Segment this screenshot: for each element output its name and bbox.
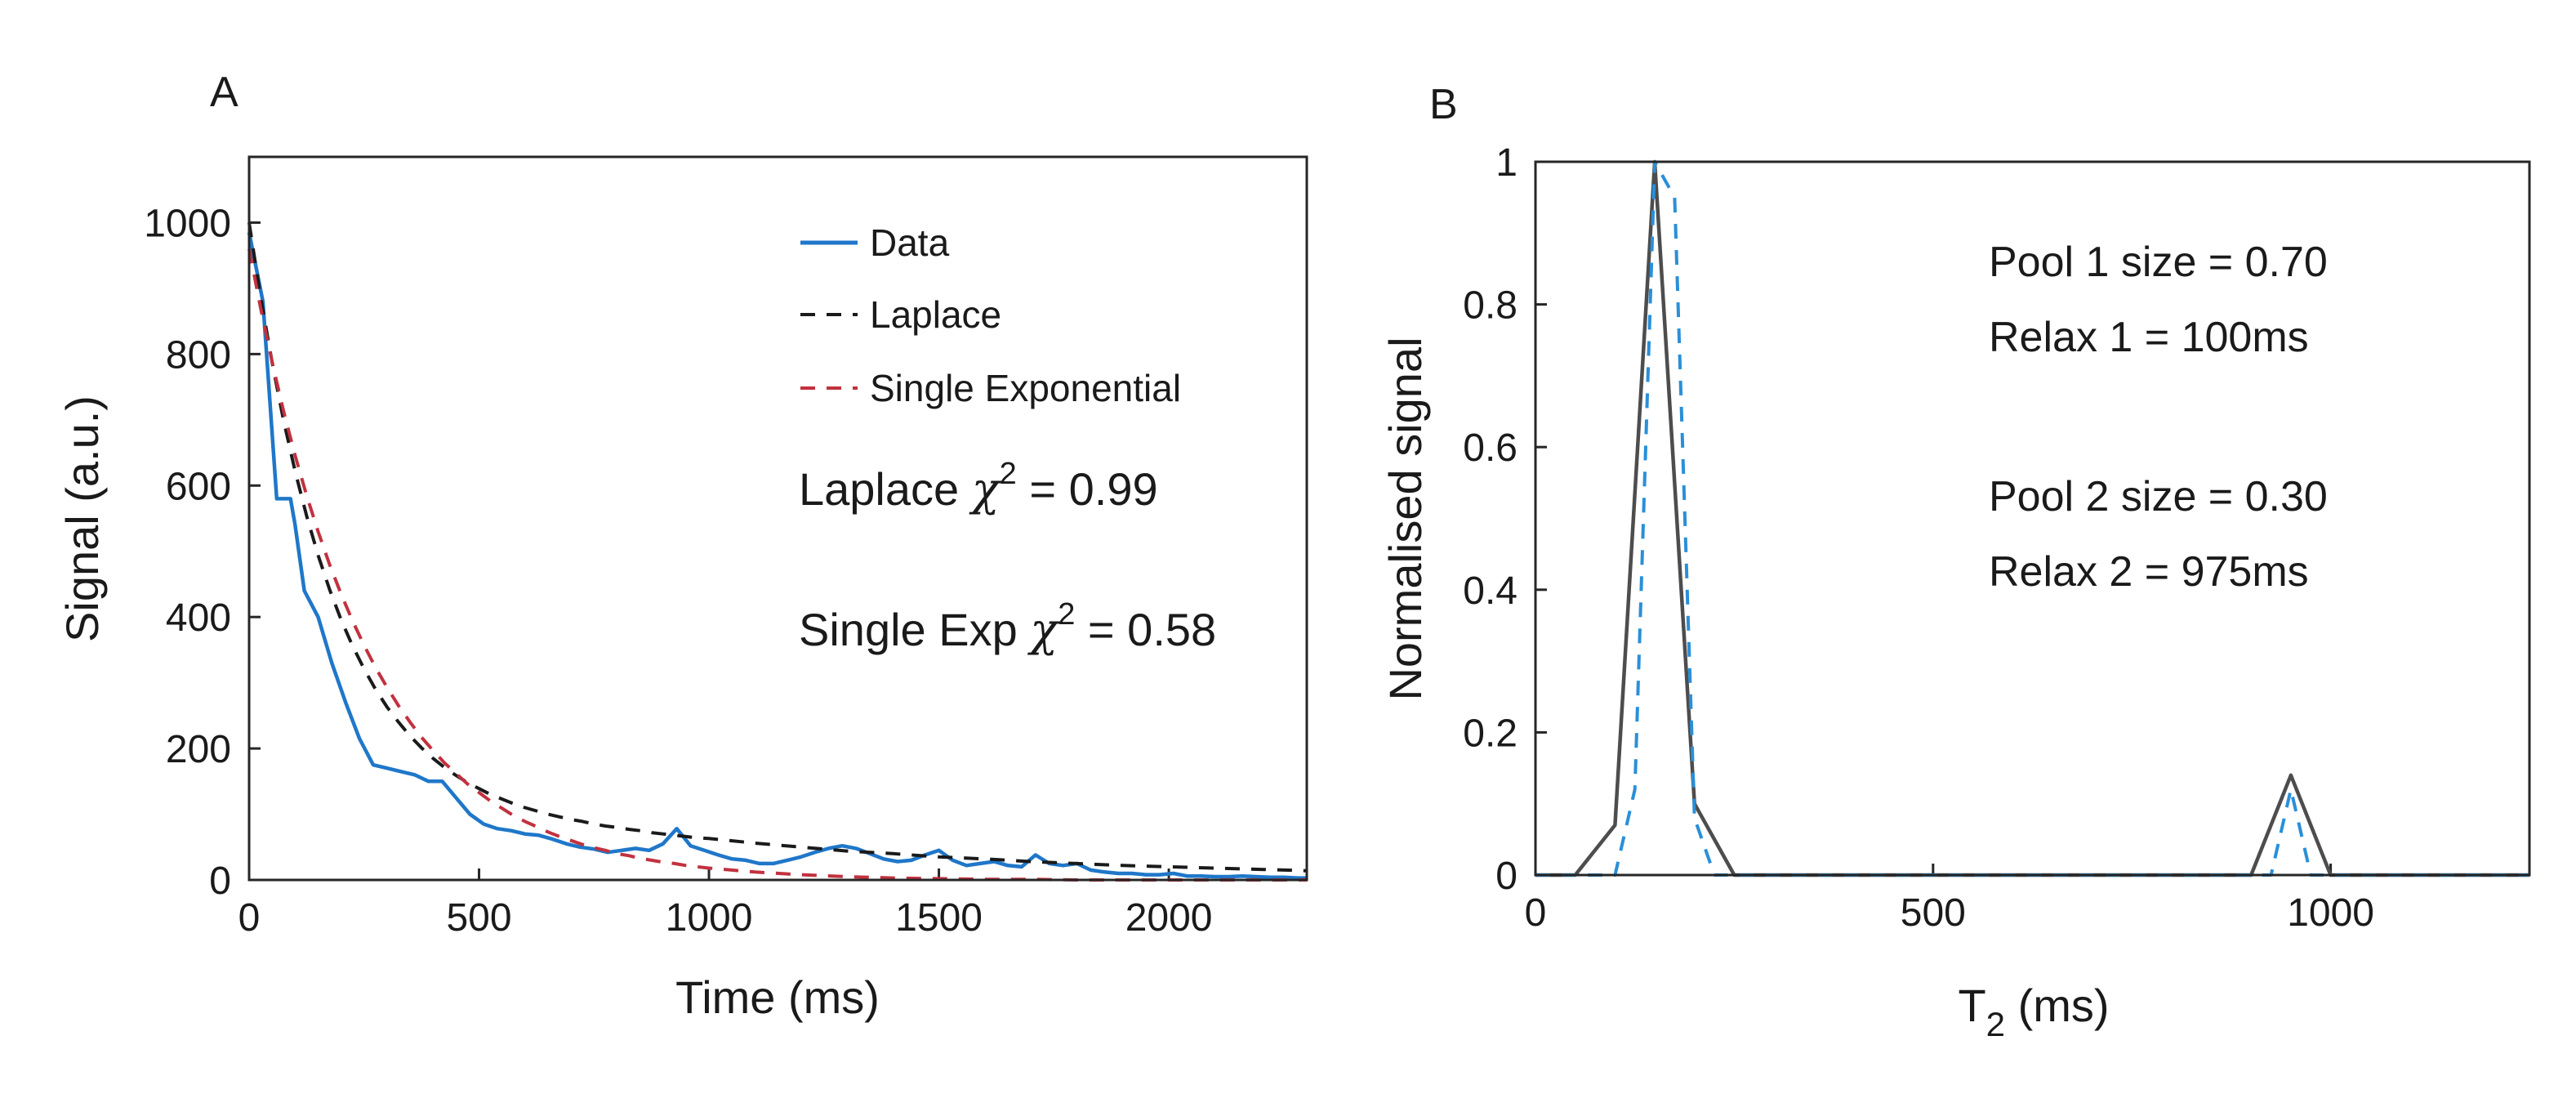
panel-a-ticks: 0 500 1000 1500 2000 0 200 400 600 800 1000 [144,202,1212,940]
panel-b: B 0 500 1000 0 0.2 0.4 0.6 0.8 1 T2 (ms) Normali… [1379,81,2531,1043]
panel-a-x-tick-label: 1000 [666,896,753,940]
panel-b-y-tick-label: 0.8 [1463,284,1518,328]
panel-a-y-tick-label: 400 [166,596,231,640]
relax-1-note: Relax 1 = 100ms [1989,314,2309,361]
single-exp-chi-squared-annotation: Single Exp χ2 = 0.58 [799,597,1216,657]
panel-a: A 0 500 1000 1500 2000 0 200 400 600 800 1000 Time… [56,69,1308,1023]
panel-a-series-data [247,232,1307,880]
legend-label-data: Data [870,221,950,264]
panel-a-plot-frame [247,155,1308,882]
panel-a-series-laplace [247,222,1308,873]
panel-a-y-tick-label: 1000 [144,202,231,245]
panel-a-x-axis-label: Time (ms) [675,971,880,1023]
panel-b-y-tick-label: 1 [1495,141,1518,185]
pool-parameters-notes: Pool 1 size = 0.70 Relax 1 = 100ms Pool … [1989,239,2328,596]
panel-a-y-axis-label: Signal (a.u.) [56,395,108,642]
panel-b-ticks: 0 500 1000 0 0.2 0.4 0.6 0.8 1 [1463,141,2374,935]
panel-b-x-axis-label: T2 (ms) [1958,980,2109,1043]
panel-a-x-tick-label: 2000 [1125,896,1213,940]
panel-b-x-tick-label: 500 [1901,891,1966,935]
panel-b-x-tick-label: 0 [1525,891,1547,935]
panel-a-legend: Data Laplace Single Exponential [800,221,1181,409]
panel-b-y-tick-label: 0.6 [1463,426,1518,470]
panel-a-x-tick-label: 1500 [895,896,983,940]
relax-2-note: Relax 2 = 975ms [1989,548,2309,596]
panel-b-x-tick-label: 1000 [2287,891,2374,935]
legend-label-single-exponential: Single Exponential [870,367,1181,409]
panel-a-x-tick-label: 0 [238,896,261,940]
pool-1-size-note: Pool 1 size = 0.70 [1989,239,2328,286]
panel-b-plot-frame [1534,160,2531,877]
panel-b-y-tick-label: 0.2 [1463,712,1518,755]
panel-a-series [247,222,1308,882]
panel-a-series-single-exponential [247,248,1307,882]
panel-label-b: B [1429,81,1458,128]
panel-b-y-tick-label: 0 [1495,855,1518,898]
panel-a-y-tick-label: 0 [209,860,231,903]
panel-label-a: A [210,69,238,116]
panel-a-x-tick-label: 500 [446,896,511,940]
panel-a-y-tick-label: 200 [166,728,231,771]
panel-b-y-axis-label: Normalised signal [1379,337,1431,700]
panel-b-y-tick-label: 0.4 [1463,569,1518,613]
legend-label-laplace: Laplace [870,293,1001,336]
pool-2-size-note: Pool 2 size = 0.30 [1989,473,2328,520]
panel-a-y-tick-label: 600 [166,465,231,508]
laplace-chi-squared-annotation: Laplace χ2 = 0.99 [799,457,1158,516]
panel-a-y-tick-label: 800 [166,333,231,377]
panel-b-series-recovered-distribution [1535,159,2529,877]
